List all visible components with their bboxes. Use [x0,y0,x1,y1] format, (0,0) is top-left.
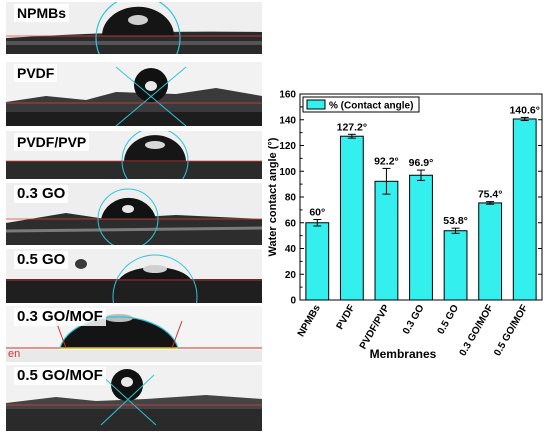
y-tick-label: 140 [279,115,296,126]
data-label: 127.2° [337,121,367,133]
x-tick-label: 0.3 GO [401,303,427,337]
legend-box [302,96,420,113]
bar [409,174,433,301]
y-axis: 0 20 40 60 80 100 120 140 160 [279,90,542,307]
y-tick-label: 120 [279,141,296,152]
panel-label: NPMBs [14,4,70,22]
x-tick-label: PVDF/PVP [358,303,392,352]
bar [478,202,503,301]
bar [374,180,399,301]
data-label: 53.8° [443,215,468,227]
photo-panel-pvdf-pvp: PVDF/PVP [6,131,262,179]
x-axis-title: Membranes [370,347,437,361]
bar [512,118,537,301]
photo-panel-npmbs: NPMBs [6,2,262,54]
y-tick-label: 100 [279,167,296,178]
x-tick-label: 0.5 GO [436,303,462,337]
y-tick-label: 80 [285,193,297,204]
y-tick-label: 0 [290,296,296,307]
panel-label: PVDF [14,64,58,82]
photo-panel-05go: 0.5 GO [6,249,262,303]
photo-panel-pvdf: PVDF [6,62,262,126]
contact-angle-bar-chart: 0 20 40 60 80 100 120 140 160 NPMBs PVDF PVDF/PVP 0… [262,82,550,412]
x-tick-label: 0.3 GO/MOF [458,303,496,358]
droplet-image-npmbs [6,2,262,54]
photo-panel-03go-mof: 0.3 GO/MOF en [6,306,262,362]
data-label: 96.9° [409,157,434,169]
panel-label: 0.3 GO [14,185,69,203]
bars: 60° 127.2° 92.2° 96.9° 53.8° 75.4° 140.6° [305,104,540,301]
x-tick-label: 0.5 GO/MOF [492,303,530,358]
y-tick-label: 40 [285,244,297,255]
y-axis-title: Water contact angle (°) [267,137,279,256]
photo-panel-03go: 0.3 GO [6,183,262,245]
y-tick-label: 160 [279,90,296,101]
legend-label: % (Contact angle) [329,101,413,112]
droplet-image-pvdf [6,62,262,126]
bar [339,135,364,301]
legend-swatch [306,99,326,110]
contact-angle-photo-panels: NPMBs PVDF PVDF/PVP [0,0,262,439]
legend: % (Contact angle) [302,96,420,113]
x-tick-label: PVDF [335,303,358,332]
data-label: 75.4° [478,189,503,201]
bar [443,230,468,301]
panel-label: 0.3 GO/MOF [14,308,106,326]
x-tick-label: NPMBs [296,303,323,339]
data-label: 140.6° [509,104,539,116]
photo-panel-05go-mof: 0.5 GO/MOF [6,365,262,431]
bar [305,222,330,301]
data-label: 92.2° [374,155,399,167]
corner-mark: en [8,348,21,360]
panel-label: 0.5 GO/MOF [14,367,106,385]
panel-label: 0.5 GO [14,251,69,269]
y-tick-label: 20 [285,270,297,281]
y-tick-label: 60 [285,218,297,229]
panel-label: PVDF/PVP [14,133,90,151]
data-label: 60° [309,207,325,219]
